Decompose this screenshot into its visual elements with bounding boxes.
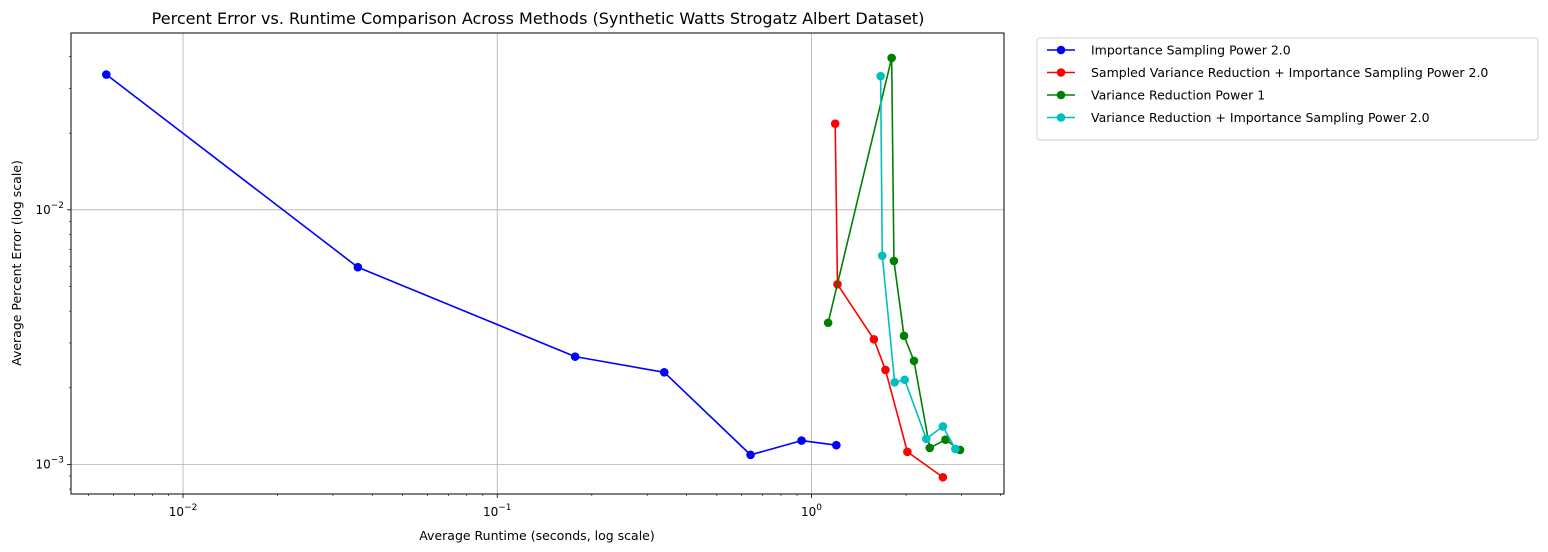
series-0 <box>102 70 841 460</box>
data-point <box>881 365 890 375</box>
data-point <box>869 335 879 344</box>
legend: Importance Sampling Power 2.0 Sampled Var… <box>1036 37 1539 141</box>
series-line <box>834 123 944 478</box>
legend-label: Sampled Variance Reduction + Importance … <box>1091 65 1488 80</box>
data-point <box>921 434 931 444</box>
series-3 <box>876 71 960 454</box>
series-line <box>105 73 837 456</box>
legend-swatch-marker <box>1056 113 1066 122</box>
x-tick-label: 10−2 <box>169 503 198 519</box>
legend-swatch-marker <box>1056 68 1066 77</box>
data-point <box>876 71 885 81</box>
data-point <box>938 472 948 482</box>
data-point <box>877 251 887 261</box>
axis-ticks: 10−2 10−1 100 10−3 10−2 <box>35 56 1001 519</box>
x-tick-label: 10−1 <box>483 503 512 519</box>
series-1 <box>830 119 948 482</box>
y-axis-label: Average Percent Error (log scale) <box>9 160 24 366</box>
data-point <box>823 318 833 328</box>
legend-label: Variance Reduction + Importance Sampling… <box>1091 110 1430 125</box>
data-point <box>899 331 909 341</box>
series-2 <box>823 53 965 455</box>
legend-item: Variance Reduction Power 1 <box>1047 88 1265 103</box>
legend-item: Sampled Variance Reduction + Importance … <box>1047 65 1488 80</box>
data-point <box>938 422 948 431</box>
data-point <box>900 375 909 385</box>
grid-lines <box>71 33 1004 494</box>
x-axis-label: Average Runtime (seconds, log scale) <box>419 528 655 543</box>
data-point <box>903 447 912 457</box>
legend-label: Importance Sampling Power 2.0 <box>1091 43 1291 58</box>
data-point <box>890 378 899 387</box>
data-point <box>797 436 806 445</box>
data-point <box>941 435 950 445</box>
data-point <box>887 53 896 63</box>
data-point <box>830 119 840 128</box>
plot-area <box>70 32 1005 495</box>
data-point <box>832 440 841 450</box>
series-group <box>102 53 965 482</box>
y-tick-label: 10−2 <box>35 201 64 217</box>
data-point <box>909 356 919 366</box>
x-tick-label: 100 <box>801 503 822 519</box>
data-point <box>925 443 935 453</box>
data-point <box>102 70 111 79</box>
legend-item: Importance Sampling Power 2.0 <box>1047 43 1291 58</box>
data-point <box>659 368 669 377</box>
legend-swatch-marker <box>1056 45 1066 55</box>
data-point <box>353 262 363 272</box>
data-point <box>570 352 580 361</box>
legend-frame <box>1036 37 1539 141</box>
legend-item: Variance Reduction + Importance Sampling… <box>1047 110 1430 125</box>
legend-label: Variance Reduction Power 1 <box>1091 88 1265 103</box>
data-point <box>889 256 899 266</box>
chart-title: Percent Error vs. Runtime Comparison Acr… <box>152 9 925 28</box>
legend-swatch-marker <box>1056 90 1066 100</box>
series-line <box>827 57 961 451</box>
y-tick-label: 10−3 <box>35 455 64 471</box>
data-point <box>746 450 755 460</box>
data-point <box>951 444 960 454</box>
